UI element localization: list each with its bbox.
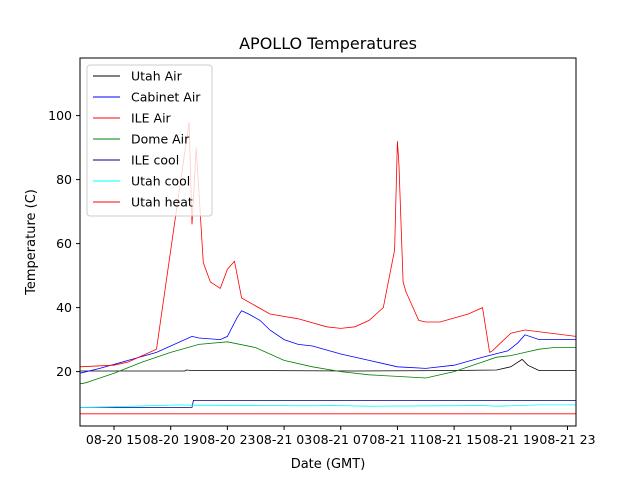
series-line-utah-air [80,358,576,372]
x-tick-label: 08-21 03 [256,432,312,447]
x-tick-label: 08-21 19 [483,432,539,447]
legend-entry: Dome Air [131,132,190,147]
y-tick-label: 40 [56,300,72,315]
x-axis-label: Date (GMT) [291,457,366,472]
legend-entry: Utah cool [131,174,190,189]
y-tick-label: 80 [56,172,72,187]
y-axis-label: Temperature (C) [24,189,39,296]
legend-entry: ILE cool [131,153,179,168]
x-tick-label: 08-20 23 [199,432,255,447]
y-tick-label: 20 [56,364,72,379]
y-tick-label: 100 [48,108,72,123]
legend-entry: ILE Air [131,111,172,126]
legend-box [86,64,213,217]
legend-entry: Utah Air [131,69,183,84]
legend-entry: Cabinet Air [131,90,201,105]
legend-entry: Utah heat [131,195,193,210]
plot-frame [79,57,577,427]
series-line-cabinet-air [80,310,576,374]
x-tick-label: 08-21 15 [426,432,482,447]
x-tick-label: 08-21 11 [369,432,425,447]
series-line-ile-cool [80,399,576,408]
series-line-dome-air [80,341,576,385]
chart-title: APOLLO Temperatures [239,34,417,53]
x-tick-label: 08-20 19 [143,432,199,447]
x-tick-label: 08-21 23 [539,432,595,447]
series-line-utah-cool [80,404,576,408]
x-tick-label: 08-21 07 [313,432,369,447]
x-tick-label: 08-20 15 [86,432,142,447]
y-tick-label: 60 [56,236,72,251]
